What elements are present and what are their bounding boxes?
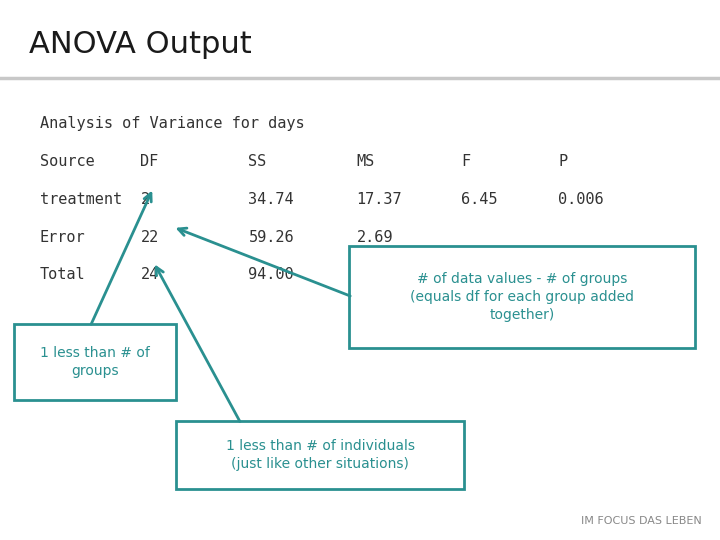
Text: 1 less than # of individuals
(just like other situations): 1 less than # of individuals (just like …	[226, 438, 415, 471]
FancyBboxPatch shape	[14, 324, 176, 400]
Text: Source: Source	[40, 154, 94, 169]
Text: treatment: treatment	[40, 192, 122, 207]
Text: 2: 2	[140, 192, 150, 207]
Text: Analysis of Variance for days: Analysis of Variance for days	[40, 116, 305, 131]
Text: IM FOCUS DAS LEBEN: IM FOCUS DAS LEBEN	[581, 516, 702, 526]
Text: SS: SS	[248, 154, 266, 169]
Text: MS: MS	[356, 154, 374, 169]
Text: 2.69: 2.69	[356, 230, 393, 245]
Text: # of data values - # of groups
(equals df for each group added
together): # of data values - # of groups (equals d…	[410, 272, 634, 322]
Text: ANOVA Output: ANOVA Output	[29, 30, 251, 59]
Text: 34.74: 34.74	[248, 192, 294, 207]
Text: 94.00: 94.00	[248, 267, 294, 282]
FancyBboxPatch shape	[176, 421, 464, 489]
Text: 24: 24	[140, 267, 158, 282]
Text: 0.006: 0.006	[558, 192, 603, 207]
Text: 22: 22	[140, 230, 158, 245]
Text: 59.26: 59.26	[248, 230, 294, 245]
Text: Total: Total	[40, 267, 85, 282]
Text: 1 less than # of
groups: 1 less than # of groups	[40, 346, 150, 378]
Text: Error: Error	[40, 230, 85, 245]
FancyBboxPatch shape	[349, 246, 695, 348]
Text: P: P	[558, 154, 567, 169]
Text: 6.45: 6.45	[461, 192, 498, 207]
Text: DF: DF	[140, 154, 158, 169]
Text: 17.37: 17.37	[356, 192, 402, 207]
Text: F: F	[461, 154, 470, 169]
